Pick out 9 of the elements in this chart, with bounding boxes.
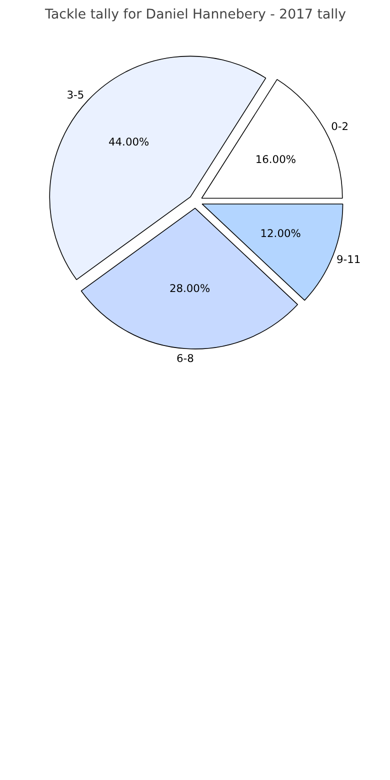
slice-label: 0-2 <box>331 120 348 134</box>
data-label: 16.00% <box>255 153 296 166</box>
slice-label: 3-5 <box>66 88 84 102</box>
slice-label: 9-11 <box>336 253 361 266</box>
chart-title: Tackle tally for Daniel Hannebery - 2017 tally <box>44 8 346 22</box>
data-label: 44.00% <box>108 135 150 148</box>
slice-label: 6-8 <box>176 352 194 365</box>
data-label: 12.00% <box>260 227 301 240</box>
data-label: 28.00% <box>169 282 210 295</box>
